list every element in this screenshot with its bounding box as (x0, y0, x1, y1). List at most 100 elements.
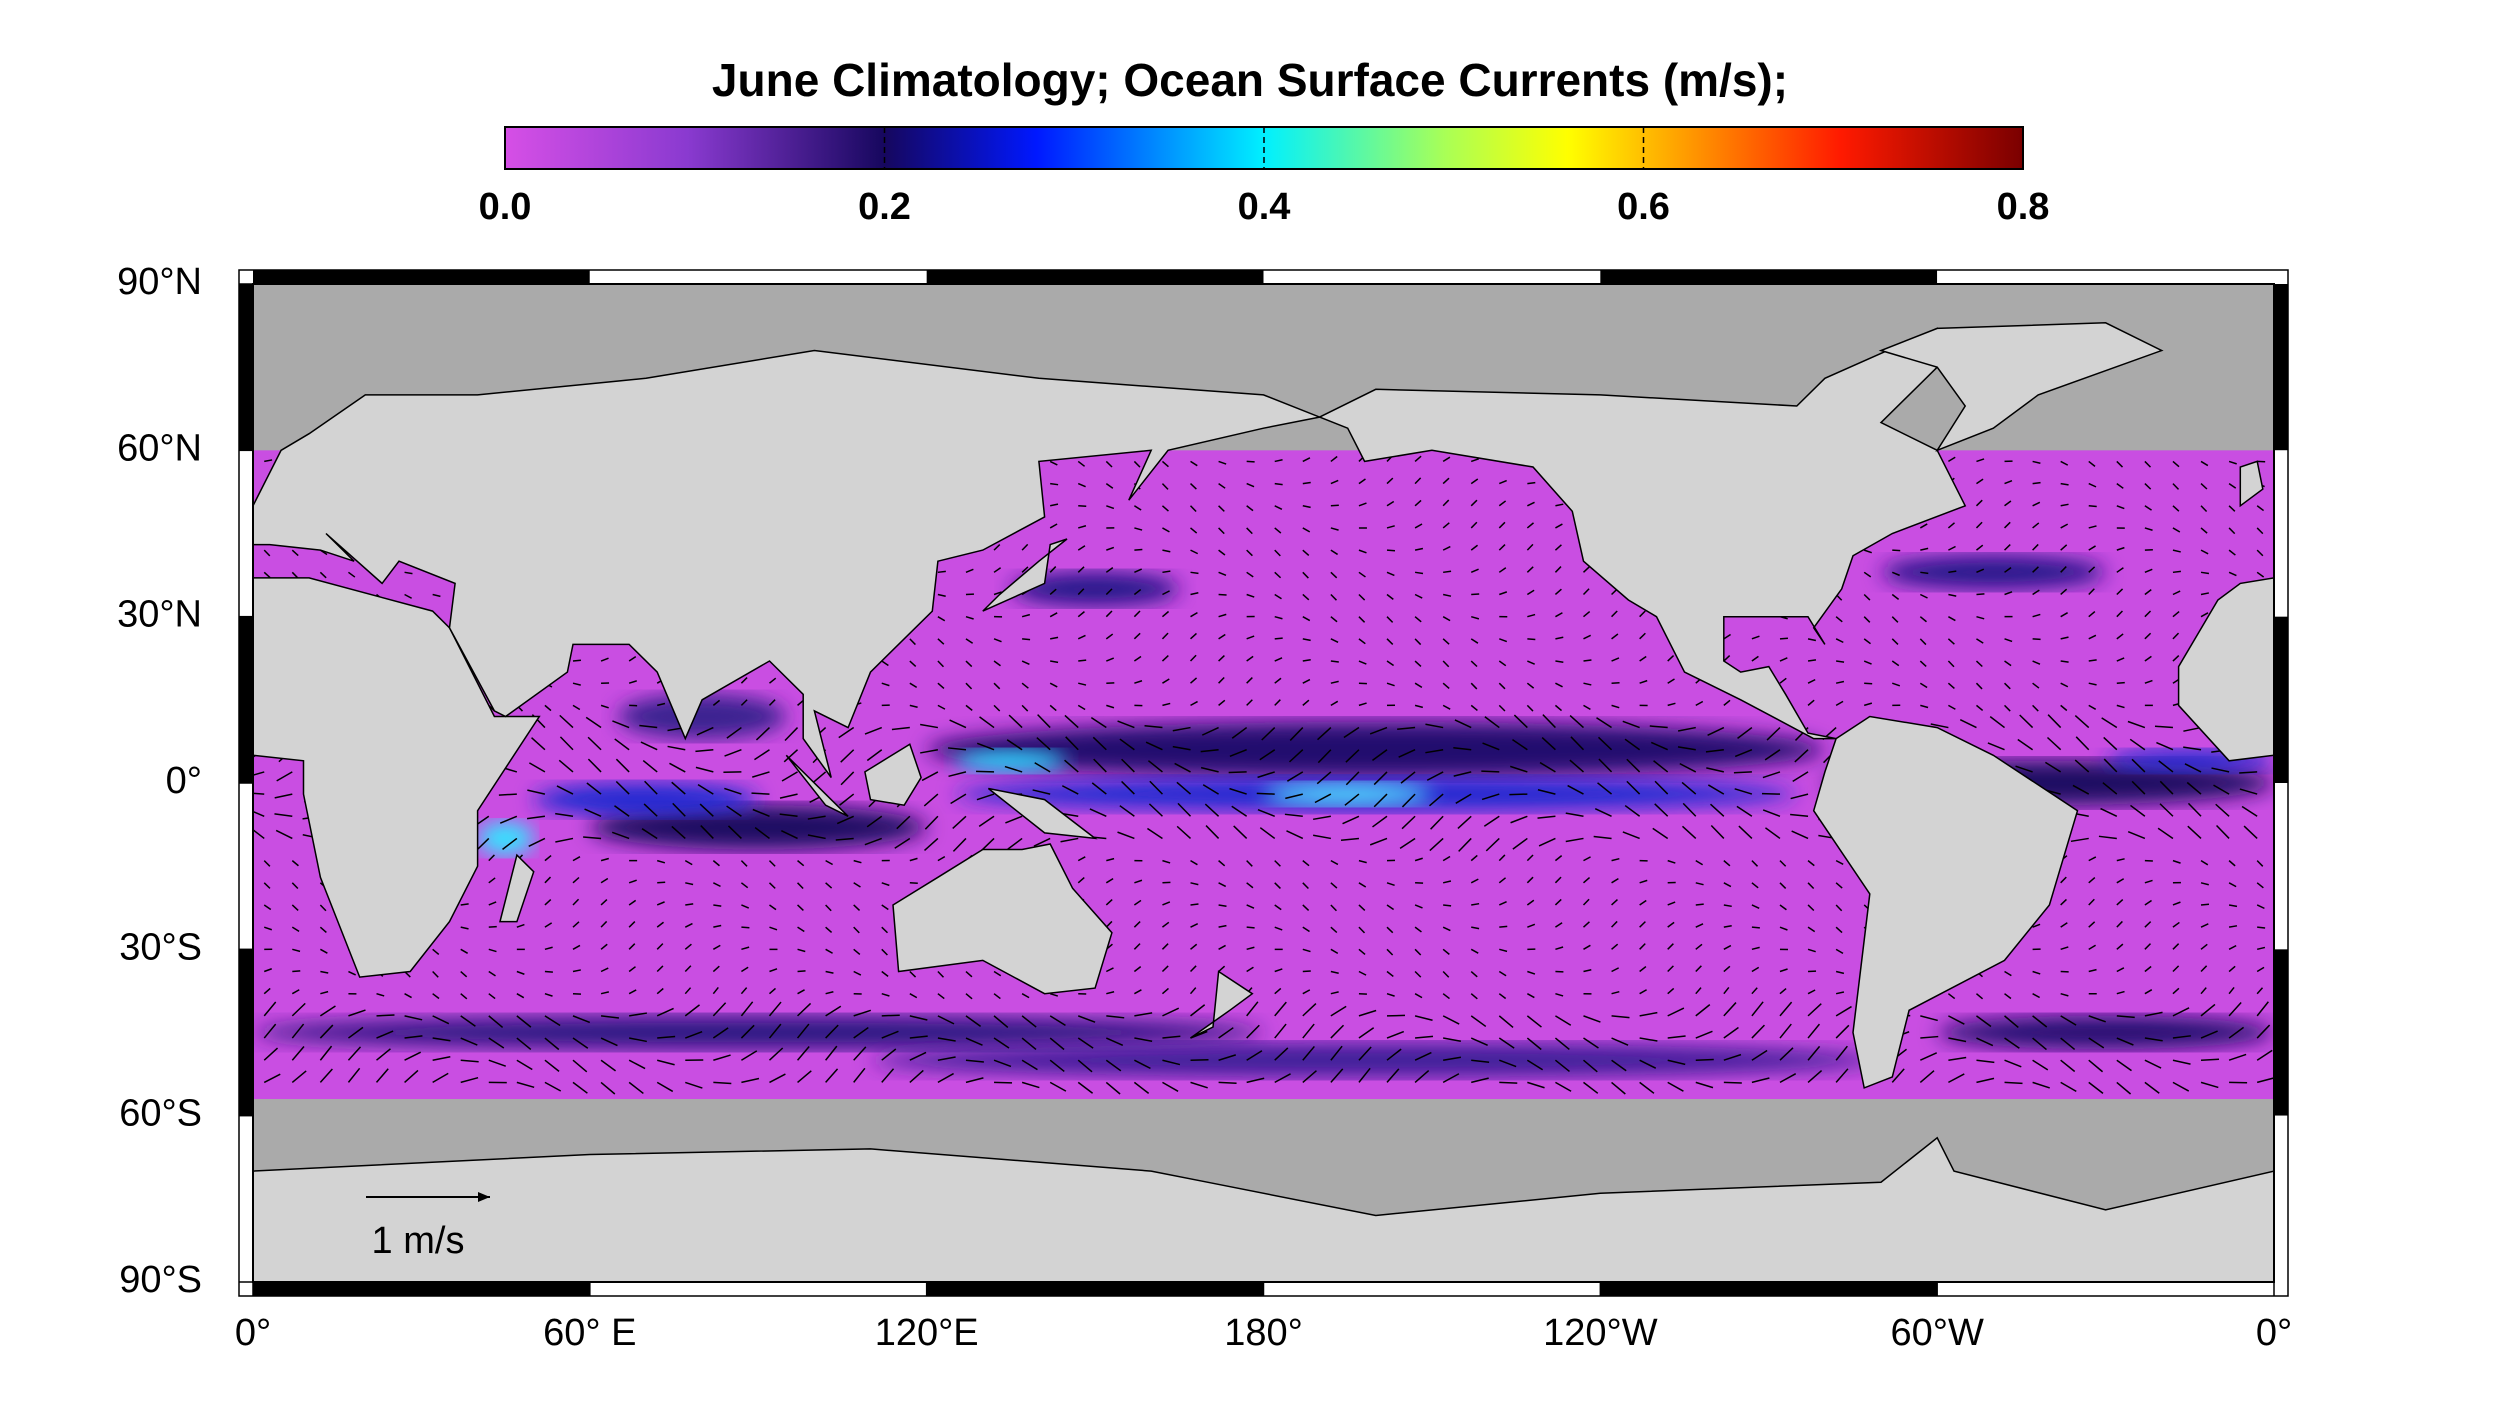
current-arrow (1583, 944, 1591, 950)
current-arrow (1065, 736, 1079, 751)
current-arrow (1526, 1037, 1542, 1051)
current-arrow (628, 1037, 647, 1043)
current-arrow (1414, 1070, 1430, 1083)
current-arrow (1891, 1068, 1905, 1083)
current-arrow (2144, 1011, 2163, 1017)
current-arrow (712, 860, 720, 867)
current-arrow (2256, 1024, 2271, 1039)
current-arrow (2228, 1001, 2242, 1017)
current-arrow (1162, 1081, 1179, 1092)
current-arrow (1105, 967, 1114, 973)
current-arrow (629, 1012, 648, 1017)
current-arrow (1091, 782, 1107, 795)
current-arrow (1162, 1035, 1181, 1039)
current-arrow (1077, 856, 1086, 862)
current-arrow (1792, 771, 1809, 782)
current-arrow (1246, 593, 1255, 598)
current-arrow (1369, 837, 1388, 846)
current-arrow (1089, 808, 1107, 817)
current-arrow (1078, 682, 1087, 686)
current-arrow (347, 571, 356, 578)
current-arrow (1229, 787, 1247, 795)
current-arrow (1498, 544, 1506, 551)
lon-tick-label: 120°W (1543, 1312, 1658, 1354)
current-arrow (1807, 1003, 1822, 1017)
current-arrow (976, 770, 995, 773)
current-arrow (1583, 704, 1591, 711)
current-arrow (1274, 505, 1283, 510)
current-arrow (1161, 505, 1169, 512)
current-arrow (432, 593, 441, 598)
current-arrow (1597, 736, 1613, 751)
current-arrow (1639, 899, 1647, 906)
current-arrow (460, 1059, 479, 1063)
current-arrow (780, 829, 798, 840)
current-arrow (1302, 699, 1310, 706)
current-arrow (1593, 835, 1612, 840)
current-arrow (1302, 1070, 1317, 1083)
current-arrow (1330, 479, 1339, 485)
current-arrow (555, 837, 574, 843)
current-arrow (2172, 590, 2181, 596)
current-arrow (1498, 970, 1507, 977)
current-arrow (2032, 589, 2040, 596)
lon-tick-label: 180° (1224, 1312, 1303, 1354)
current-arrow (1863, 616, 1871, 623)
current-arrow (2032, 638, 2041, 641)
current-arrow (585, 716, 602, 729)
current-arrow (2200, 592, 2210, 596)
frame-segment (2275, 616, 2288, 783)
current-arrow (1976, 638, 1984, 644)
current-arrow (1751, 655, 1759, 662)
current-arrow (2032, 1037, 2047, 1051)
current-arrow (1330, 549, 1339, 556)
current-arrow (1190, 943, 1198, 950)
current-arrow (1498, 479, 1507, 485)
current-arrow (2032, 1015, 2048, 1028)
current-arrow (1751, 926, 1760, 929)
current-arrow (1443, 1037, 1461, 1042)
current-arrow (1317, 749, 1332, 764)
current-arrow (1133, 588, 1142, 596)
current-arrow (1218, 944, 1226, 950)
current-arrow (1527, 660, 1535, 665)
current-arrow (656, 965, 664, 973)
current-arrow (909, 857, 918, 862)
current-arrow (1891, 593, 1900, 600)
current-arrow (1414, 904, 1423, 909)
current-arrow (937, 993, 945, 1000)
land (253, 1136, 2274, 1282)
current-band (1937, 1015, 2274, 1050)
current-arrow (993, 1015, 1009, 1028)
current-arrow (1442, 545, 1451, 551)
current-arrow (1919, 682, 1928, 689)
frame-segment (589, 270, 927, 283)
current-arrow (2060, 946, 2069, 951)
current-arrow (1190, 527, 1198, 534)
current-arrow (432, 970, 439, 978)
current-arrow (1639, 610, 1646, 618)
current-arrow (1246, 1001, 1259, 1017)
current-arrow (1639, 989, 1647, 995)
current-arrow (1004, 765, 1023, 773)
current-arrow (1764, 749, 1781, 761)
current-arrow (544, 1037, 560, 1051)
current-arrow (1177, 802, 1192, 817)
frame-segment (239, 284, 252, 451)
current-arrow (1920, 547, 1929, 551)
current-arrow (1807, 989, 1816, 995)
current-arrow (2228, 965, 2236, 973)
current-arrow (768, 860, 776, 867)
current-arrow (1229, 749, 1247, 757)
current-arrow (1330, 660, 1339, 663)
current-arrow (741, 1077, 760, 1084)
current-arrow (1049, 992, 1059, 997)
current-arrow (881, 948, 888, 956)
current-arrow (1147, 827, 1163, 840)
current-arrow (1021, 704, 1029, 712)
current-arrow (544, 992, 553, 997)
current-arrow (840, 771, 855, 786)
current-arrow (1302, 505, 1311, 509)
current-arrow (1919, 616, 1927, 623)
current-arrow (1639, 1059, 1657, 1069)
